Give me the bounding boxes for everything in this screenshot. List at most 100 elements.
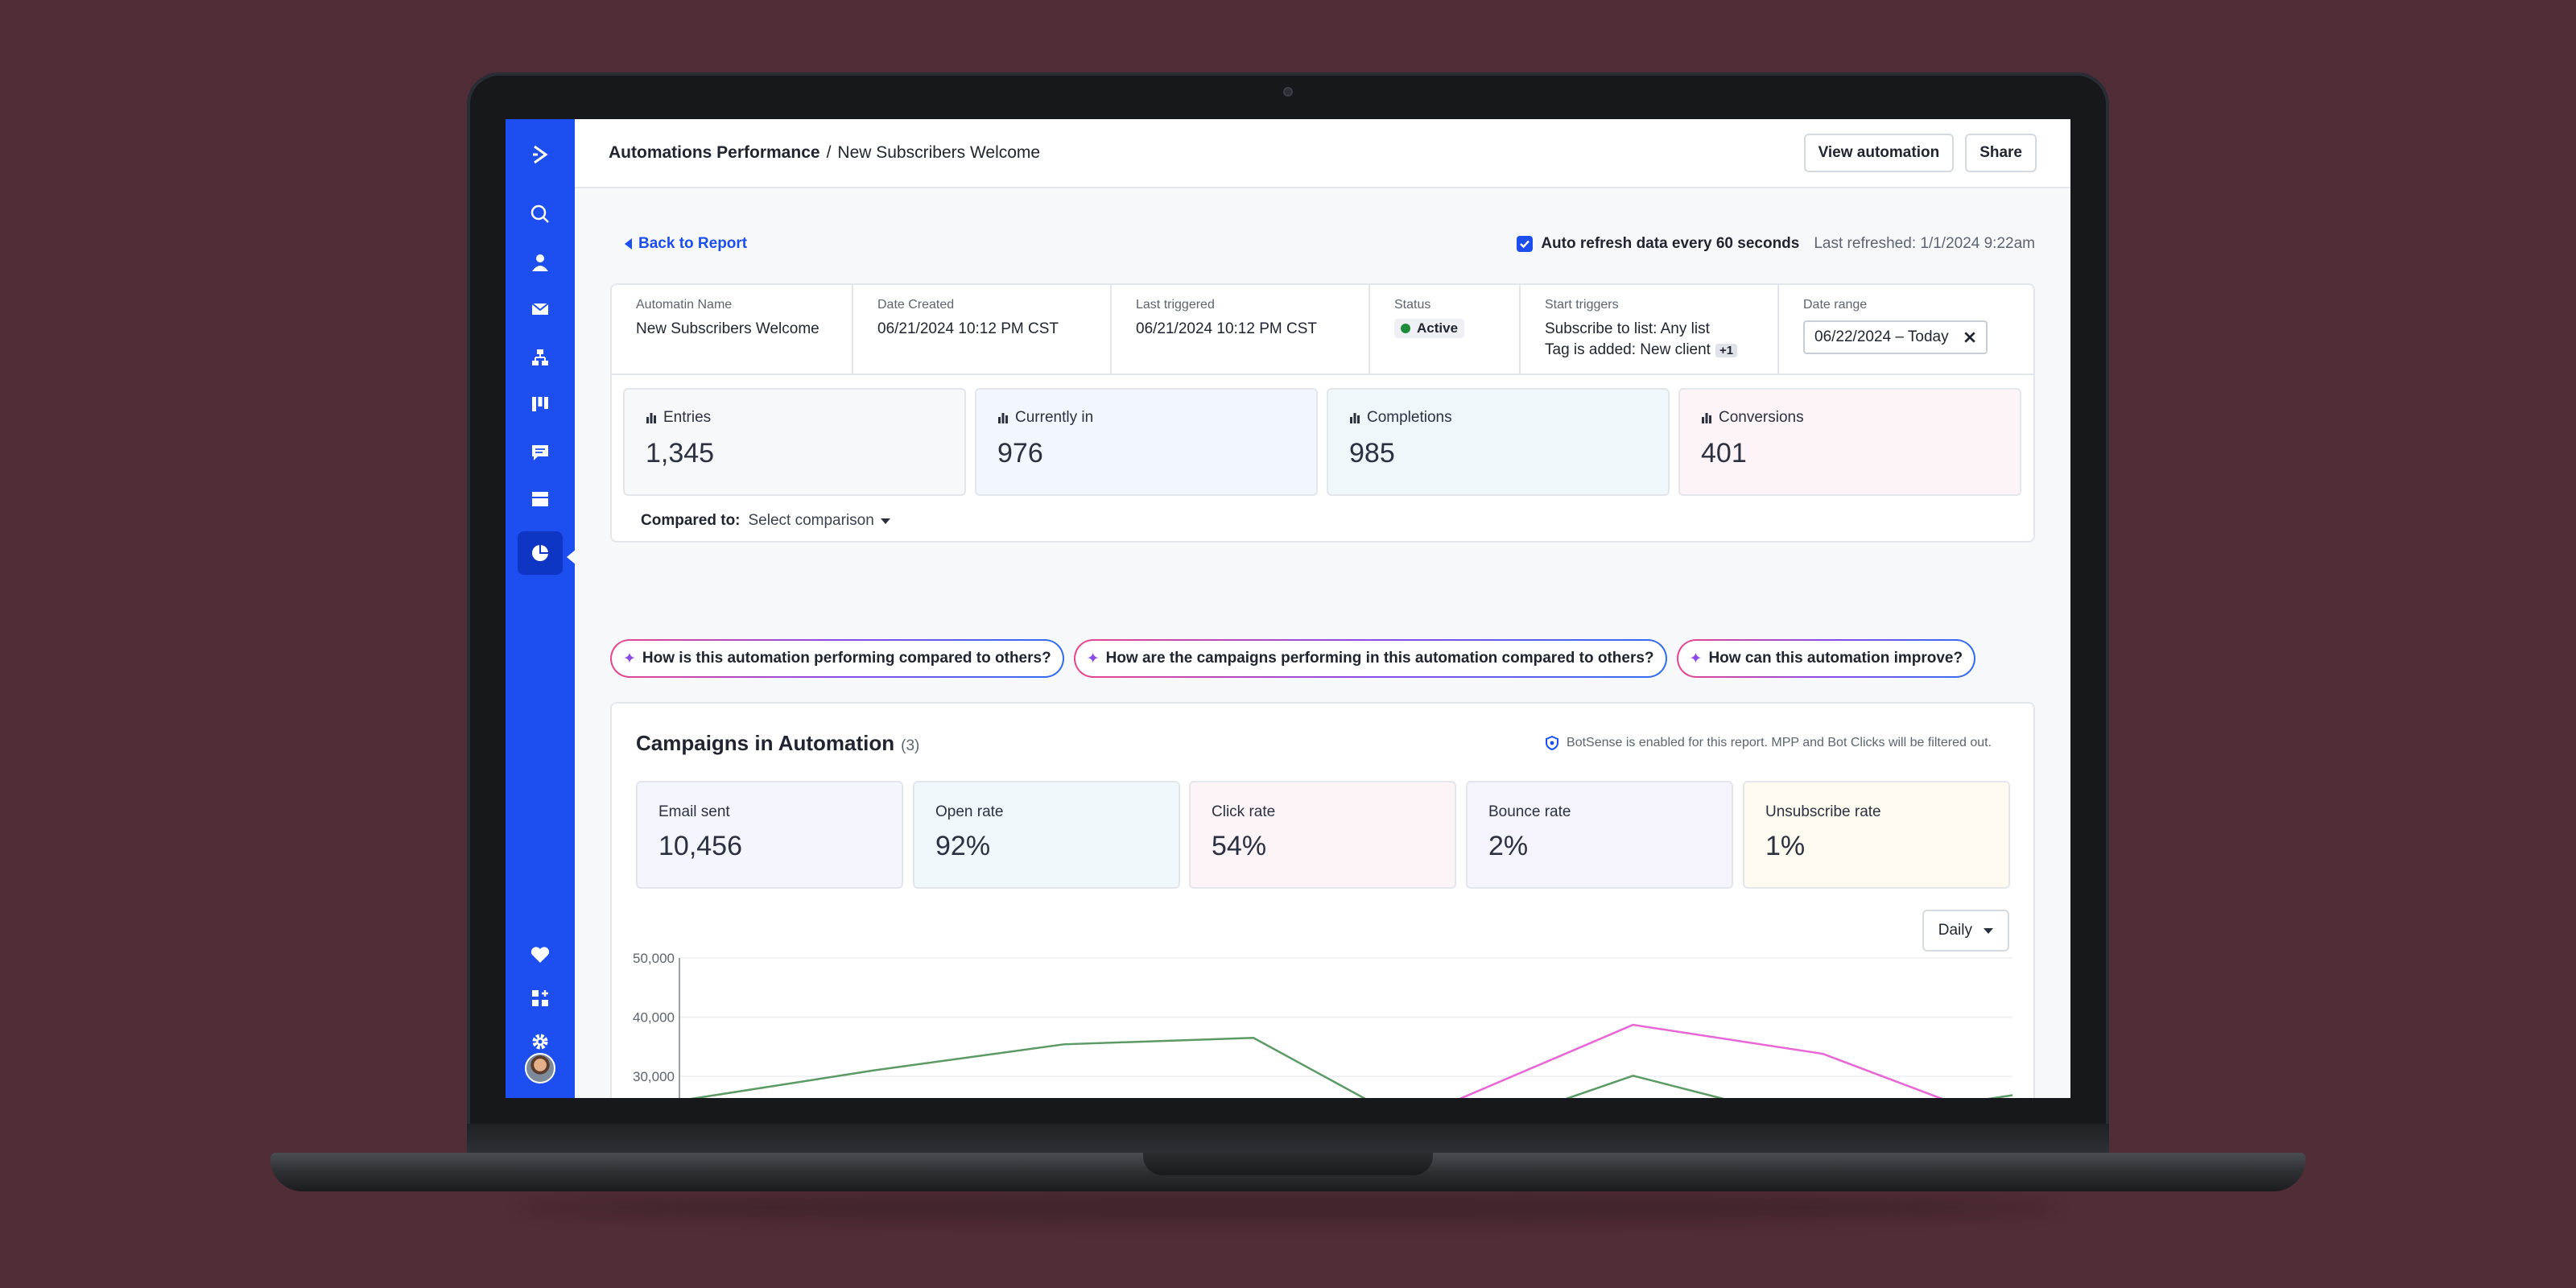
apps-icon[interactable] [518, 979, 563, 1018]
conversations-icon[interactable] [518, 433, 563, 472]
campaigns-title: Campaigns in Automation (3) [636, 731, 919, 756]
search-icon[interactable] [518, 195, 563, 233]
logo-icon[interactable] [518, 135, 563, 174]
sparkle-icon: ✦ [1689, 650, 1703, 667]
stat-completions-label-row: Completions [1349, 409, 1647, 427]
prompt-chip-label: How can this automation improve? [1708, 650, 1963, 667]
interval-select[interactable]: Daily [1922, 910, 2009, 952]
metric-label: Click rate [1212, 803, 1276, 820]
prompt-chip[interactable]: ✦ How is this automation performing compa… [610, 639, 1064, 678]
chevron-down-icon [880, 518, 890, 524]
series-line-1[interactable] [684, 1023, 2013, 1098]
laptop-hinge [467, 1124, 2109, 1156]
date-range-input[interactable]: 06/22/2024 – Today [1803, 320, 1988, 354]
laptop-notch [1143, 1153, 1433, 1175]
sidebar [506, 119, 576, 1098]
stat-currently-in[interactable]: Currently in 976 [975, 388, 1318, 496]
stat-label: Conversions [1719, 409, 1804, 426]
stat-value: 401 [1701, 438, 1747, 469]
status-cell: Status Active [1370, 285, 1521, 374]
camera-icon [1283, 87, 1293, 97]
clear-date-icon[interactable] [1963, 331, 1976, 344]
bar-chart-icon [998, 413, 1008, 423]
metric-unsubscribe-rate[interactable]: Unsubscribe rate 1% [1743, 781, 2010, 889]
bar-chart-icon [646, 413, 656, 423]
ai-prompt-chips: ✦ How is this automation performing compa… [610, 639, 1975, 678]
last-triggered-value: 06/21/2024 10:12 PM CST [1136, 320, 1317, 337]
stat-value: 985 [1349, 438, 1395, 469]
campaigns-card: Campaigns in Automation (3) BotSense is e… [610, 702, 2035, 1098]
contacts-icon[interactable] [518, 243, 563, 282]
app-screen: Automations Performance / New Subscribers … [506, 119, 2070, 1098]
stat-entries[interactable]: Entries 1,345 [623, 388, 966, 496]
settings-icon[interactable] [518, 1022, 563, 1061]
y-tick-label: 30,000 [633, 1069, 675, 1084]
favorites-icon[interactable] [518, 935, 563, 974]
botsense-text: BotSense is enabled for this report. MPP… [1567, 736, 1992, 749]
y-tick-label: 50,000 [633, 951, 675, 966]
shield-icon [1546, 736, 1559, 750]
comparison-select[interactable]: Select comparison [749, 512, 890, 530]
date-range-value: 06/22/2024 – Today [1814, 328, 1949, 345]
caret-left-icon [625, 238, 632, 250]
avatar[interactable] [525, 1053, 555, 1084]
view-automation-button[interactable]: View automation [1803, 134, 1955, 172]
campaigns-count: (3) [901, 737, 920, 754]
date-created-cell: Date Created 06/21/2024 10:12 PM CST [853, 285, 1112, 374]
y-tick-label: 40,000 [633, 1010, 675, 1026]
trigger-2: Tag is added: New client [1545, 341, 1711, 358]
metric-label: Bounce rate [1488, 803, 1571, 820]
breadcrumb: Automations Performance / New Subscribers … [609, 143, 1040, 163]
share-button[interactable]: Share [1965, 134, 2037, 172]
metric-bounce-rate[interactable]: Bounce rate 2% [1466, 781, 1733, 889]
active-pointer [567, 549, 576, 565]
automation-name-value: New Subscribers Welcome [636, 320, 819, 337]
reports-icon[interactable] [518, 531, 563, 575]
status-label: Status [1394, 298, 1431, 312]
status-badge: Active [1394, 319, 1465, 338]
metric-click-rate[interactable]: Click rate 54% [1189, 781, 1456, 889]
stat-value: 976 [997, 438, 1043, 469]
breadcrumb-separator: / [826, 143, 832, 162]
stat-value: 1,345 [646, 438, 715, 469]
topbar: Automations Performance / New Subscribers … [575, 119, 2070, 188]
metric-label: Open rate [935, 803, 1004, 820]
sparkle-icon: ✦ [623, 650, 636, 667]
stat-conversions[interactable]: Conversions 401 [1678, 388, 2021, 496]
series-line-0[interactable] [684, 1036, 2013, 1098]
auto-refresh-label: Auto refresh data every 60 seconds [1541, 235, 1800, 252]
landing-pages-icon[interactable] [518, 480, 563, 518]
prompt-chip-label: How is this automation performing compar… [642, 650, 1051, 667]
stat-completions[interactable]: Completions 985 [1327, 388, 1670, 496]
start-triggers-label: Start triggers [1545, 298, 1619, 312]
comparison-select-value: Select comparison [748, 512, 874, 529]
automations-icon[interactable] [518, 338, 563, 377]
status-value: Active [1417, 320, 1459, 336]
metric-value: 10,456 [658, 831, 742, 861]
automation-name-label: Automatin Name [636, 298, 733, 312]
auto-refresh: Auto refresh data every 60 seconds Last … [1517, 235, 2035, 253]
more-triggers-badge[interactable]: +1 [1715, 344, 1738, 357]
campaigns-title-text: Campaigns in Automation [636, 731, 895, 755]
subheader-row: Back to Report Auto refresh data every 6… [610, 232, 2035, 256]
email-icon[interactable] [518, 290, 563, 328]
prompt-chip[interactable]: ✦ How can this automation improve? [1677, 639, 1976, 678]
metric-email-sent[interactable]: Email sent 10,456 [636, 781, 903, 889]
laptop-shadow [515, 1191, 2061, 1224]
metric-value: 1% [1765, 831, 1806, 861]
auto-refresh-checkbox[interactable] [1517, 236, 1534, 252]
stat-currently-in-label-row: Currently in [997, 409, 1295, 427]
back-to-report-link[interactable]: Back to Report [625, 235, 747, 253]
metric-open-rate[interactable]: Open rate 92% [913, 781, 1180, 889]
metric-value: 92% [935, 831, 991, 861]
stat-conversions-label-row: Conversions [1701, 409, 1999, 427]
prompt-chip[interactable]: ✦ How are the campaigns performing in thi… [1074, 639, 1667, 678]
trigger-2-row: Tag is added: New client +1 [1545, 340, 1753, 361]
last-triggered-label: Last triggered [1136, 298, 1215, 312]
pipelines-icon[interactable] [518, 385, 563, 423]
metric-value: 2% [1488, 831, 1529, 861]
stat-label: Completions [1367, 409, 1452, 426]
botsense-notice: BotSense is enabled for this report. MPP… [1546, 736, 1992, 750]
breadcrumb-parent[interactable]: Automations Performance [609, 143, 820, 162]
